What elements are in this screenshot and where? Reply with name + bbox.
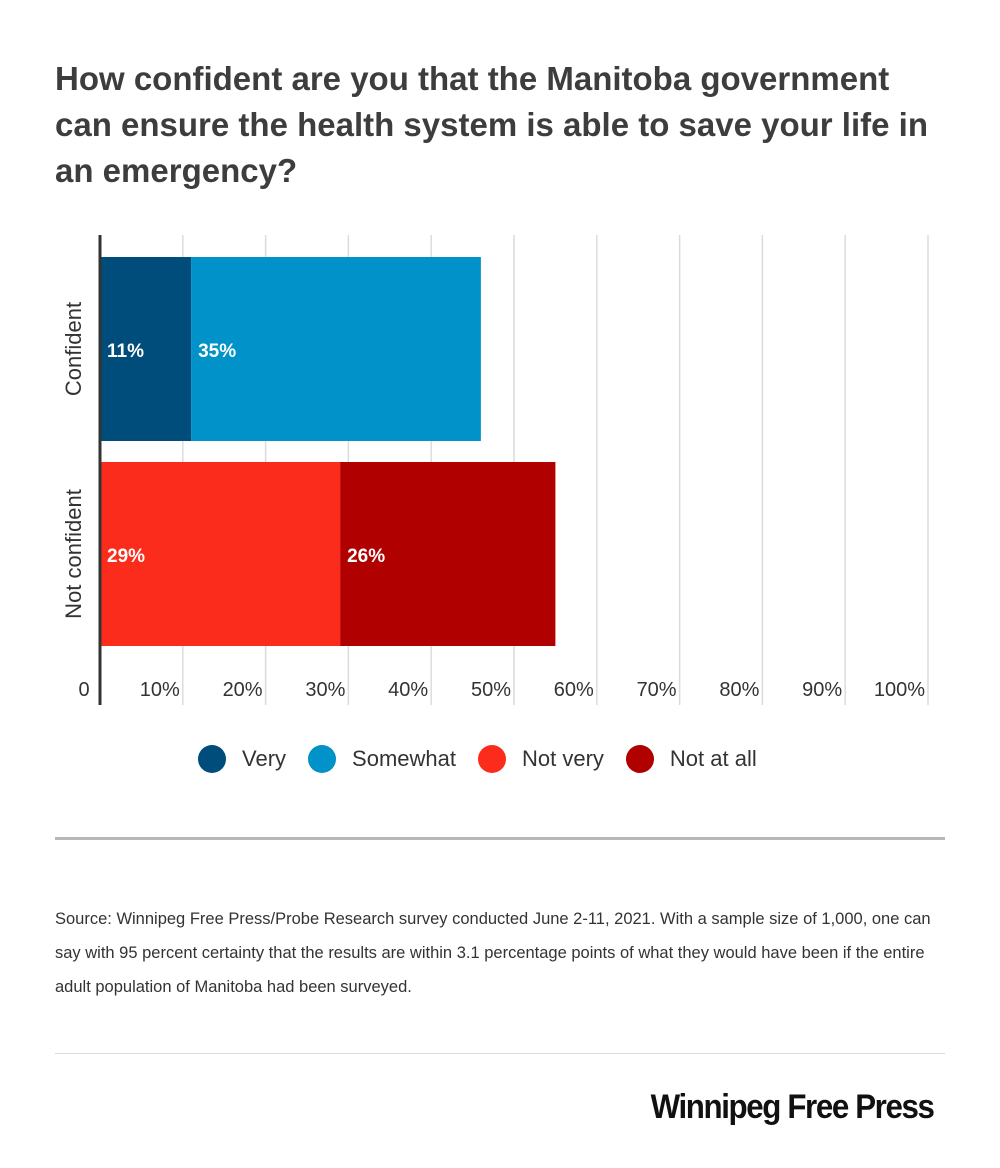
x-tick-label-50: 50% bbox=[471, 679, 511, 701]
x-tick-label-30: 30% bbox=[305, 679, 345, 701]
chart-title: How confident are you that the Manitoba … bbox=[55, 60, 928, 189]
legend-swatch-somewhat bbox=[308, 745, 337, 773]
x-tick-label-20: 20% bbox=[223, 679, 263, 701]
divider-thick bbox=[55, 837, 945, 840]
legend-label-very: Very bbox=[242, 746, 287, 771]
publisher-logo: Winnipeg Free Press bbox=[651, 1088, 935, 1126]
legend-label-somewhat: Somewhat bbox=[352, 746, 456, 771]
x-tick-label-0: 0 bbox=[78, 679, 89, 701]
legend-item-not-at-all[interactable]: Not at all bbox=[625, 745, 757, 773]
bar-not-confident-not-at-all[interactable] bbox=[340, 462, 556, 646]
bar-chart: 11% 35% 29% 26% Confident Not confident 0 10%… bbox=[61, 235, 929, 705]
x-tick-label-40: 40% bbox=[388, 679, 428, 701]
divider-thin bbox=[55, 1053, 945, 1054]
legend-swatch-not-at-all bbox=[625, 745, 654, 773]
x-tick-label-80: 80% bbox=[719, 679, 759, 701]
data-label-confident-somewhat: 35% bbox=[198, 341, 236, 362]
legend: Very Somewhat Not very Not at all bbox=[198, 745, 779, 773]
bar-confident-very[interactable] bbox=[100, 257, 192, 441]
legend-swatch-very bbox=[198, 745, 226, 773]
source-note: Source: Winnipeg Free Press/Probe Resear… bbox=[55, 910, 931, 996]
x-tick-label-90: 90% bbox=[802, 679, 842, 701]
legend-label-not-very: Not very bbox=[521, 746, 604, 771]
data-label-not-confident-not-at-all: 26% bbox=[347, 546, 385, 567]
category-labels: Confident Not confident bbox=[61, 302, 86, 619]
data-label-not-confident-not-very: 29% bbox=[107, 546, 145, 567]
x-tick-label-10: 10% bbox=[140, 679, 180, 701]
x-tick-label-60: 60% bbox=[554, 679, 594, 701]
x-tick-label-100: 100% bbox=[874, 679, 925, 701]
data-labels: 11% 35% 29% 26% bbox=[107, 341, 385, 567]
x-tick-labels: 0 10% 20% 30% 40% 50% 60% 70% 80% 90% 100% bbox=[78, 679, 925, 701]
bars bbox=[100, 257, 556, 646]
bar-confident-somewhat[interactable] bbox=[191, 257, 481, 441]
category-label-not-confident: Not confident bbox=[61, 489, 86, 619]
legend-item-not-very[interactable]: Not very bbox=[477, 745, 604, 773]
legend-item-very[interactable]: Very bbox=[198, 745, 286, 773]
legend-label-not-at-all: Not at all bbox=[669, 746, 757, 771]
data-label-confident-very: 11% bbox=[107, 341, 144, 362]
category-label-confident: Confident bbox=[61, 302, 86, 396]
legend-item-somewhat[interactable]: Somewhat bbox=[308, 745, 456, 773]
bar-not-confident-not-very[interactable] bbox=[100, 462, 341, 646]
legend-swatch-not-very bbox=[477, 745, 506, 773]
x-tick-label-70: 70% bbox=[637, 679, 677, 701]
